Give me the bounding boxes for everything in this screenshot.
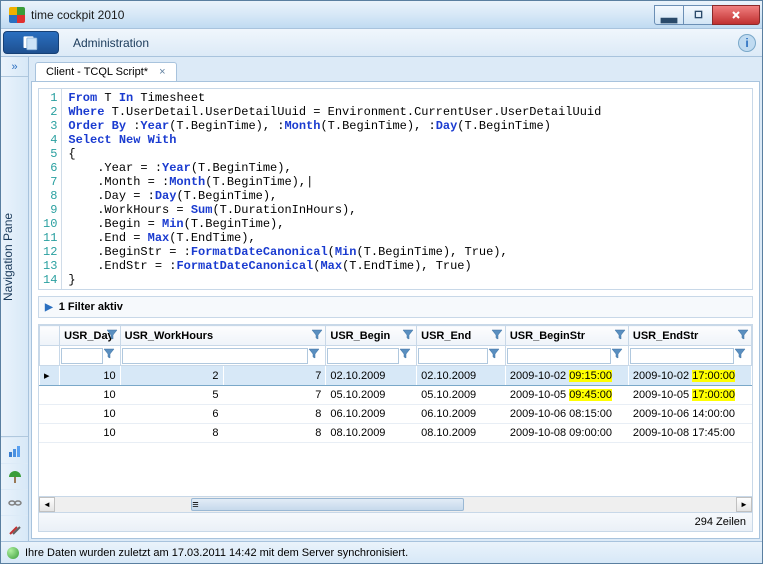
main-area: Client - TCQL Script* × 1 2 3 4 5 6 7 8 …	[29, 57, 762, 541]
nav-expand-button[interactable]: »	[1, 57, 28, 77]
app-window: time cockpit 2010 Administration i » Nav…	[0, 0, 763, 564]
table-row[interactable]: 106806.10.200906.10.20092009-10-06 08:15…	[40, 405, 752, 424]
result-table[interactable]: USR_DayUSR_WorkHoursUSR_BeginUSR_EndUSR_…	[39, 325, 752, 443]
scroll-right-button[interactable]: ►	[736, 497, 752, 512]
col-header[interactable]: USR_Begin	[326, 326, 417, 346]
col-header[interactable]: USR_End	[417, 326, 506, 346]
nav-icon-signals[interactable]	[1, 437, 28, 463]
app-menu-button[interactable]	[3, 31, 59, 54]
nav-icon-link[interactable]	[1, 489, 28, 515]
window-buttons	[655, 5, 760, 25]
maximize-button[interactable]	[683, 5, 713, 25]
grid-footer: 294 Zeilen	[39, 512, 752, 531]
filter-icon[interactable]	[611, 350, 623, 362]
statusbar: Ihre Daten wurden zuletzt am 17.03.2011 …	[1, 541, 762, 563]
filter-bar[interactable]: ▶ 1 Filter aktiv	[38, 296, 753, 318]
col-header[interactable]: USR_WorkHours	[120, 326, 326, 346]
tab-strip: Client - TCQL Script* ×	[31, 59, 760, 81]
filter-icon[interactable]	[399, 350, 411, 362]
code-editor[interactable]: 1 2 3 4 5 6 7 8 9 10 11 12 13 14 From T …	[38, 88, 753, 290]
minimize-button[interactable]	[654, 5, 684, 25]
row-marker	[40, 386, 60, 405]
scroll-left-button[interactable]: ◄	[39, 497, 55, 512]
body: » Navigation Pane Client -	[1, 57, 762, 541]
row-marker-header	[40, 326, 60, 346]
tab-label: Client - TCQL Script*	[46, 66, 148, 78]
filter-icon[interactable]	[737, 328, 749, 340]
ribbon-section-label[interactable]: Administration	[61, 29, 732, 56]
nav-icon-umbrella[interactable]	[1, 463, 28, 489]
filter-icon[interactable]	[103, 350, 115, 362]
column-filter-input[interactable]	[122, 348, 309, 364]
horizontal-scrollbar[interactable]: ◄ ≡ ►	[39, 496, 752, 512]
app-icon	[9, 7, 25, 23]
col-header[interactable]: USR_EndStr	[628, 326, 751, 346]
table-row[interactable]: 105705.10.200905.10.20092009-10-05 09:45…	[40, 386, 752, 405]
tab-tcql-script[interactable]: Client - TCQL Script* ×	[35, 62, 177, 81]
filter-icon[interactable]	[402, 328, 414, 340]
filter-icon[interactable]	[488, 350, 500, 362]
filter-icon[interactable]	[491, 328, 503, 340]
column-filter-input[interactable]	[507, 348, 611, 364]
result-grid: USR_DayUSR_WorkHoursUSR_BeginUSR_EndUSR_…	[38, 324, 753, 532]
filter-icon[interactable]	[308, 350, 320, 362]
table-row[interactable]: ▸102702.10.200902.10.20092009-10-02 09:1…	[40, 366, 752, 386]
tab-close-icon[interactable]: ×	[159, 66, 165, 78]
column-filter-input[interactable]	[418, 348, 488, 364]
nav-icons	[1, 436, 28, 541]
tab-content: 1 2 3 4 5 6 7 8 9 10 11 12 13 14 From T …	[31, 81, 760, 539]
nav-pane-label[interactable]: Navigation Pane	[1, 77, 28, 436]
filter-icon[interactable]	[106, 328, 118, 340]
chevron-right-icon: ▶	[45, 302, 53, 313]
col-header[interactable]: USR_Day	[60, 326, 121, 346]
ribbon: Administration i	[1, 29, 762, 57]
navigation-pane: » Navigation Pane	[1, 57, 29, 541]
editor-gutter: 1 2 3 4 5 6 7 8 9 10 11 12 13 14	[39, 89, 62, 289]
row-marker-cell	[40, 346, 60, 366]
sync-status-icon	[7, 547, 19, 559]
col-header[interactable]: USR_BeginStr	[505, 326, 628, 346]
scroll-thumb[interactable]: ≡	[191, 498, 463, 511]
window-title: time cockpit 2010	[31, 8, 655, 22]
scroll-track[interactable]: ≡	[55, 497, 736, 512]
row-marker: ▸	[40, 366, 60, 386]
nav-icon-tools[interactable]	[1, 515, 28, 541]
close-button[interactable]	[712, 5, 760, 25]
filter-icon[interactable]	[311, 328, 323, 340]
row-marker	[40, 424, 60, 443]
titlebar[interactable]: time cockpit 2010	[1, 1, 762, 29]
table-row[interactable]: 108808.10.200908.10.20092009-10-08 09:00…	[40, 424, 752, 443]
filter-label: 1 Filter aktiv	[59, 301, 123, 313]
filter-icon[interactable]	[614, 328, 626, 340]
editor-code[interactable]: From T In Timesheet Where T.UserDetail.U…	[62, 89, 607, 289]
column-filter-input[interactable]	[327, 348, 399, 364]
column-filter-input[interactable]	[630, 348, 734, 364]
status-text: Ihre Daten wurden zuletzt am 17.03.2011 …	[25, 547, 408, 559]
column-filter-input[interactable]	[61, 348, 103, 364]
row-marker	[40, 405, 60, 424]
help-icon[interactable]: i	[738, 34, 756, 52]
filter-icon[interactable]	[734, 350, 746, 362]
